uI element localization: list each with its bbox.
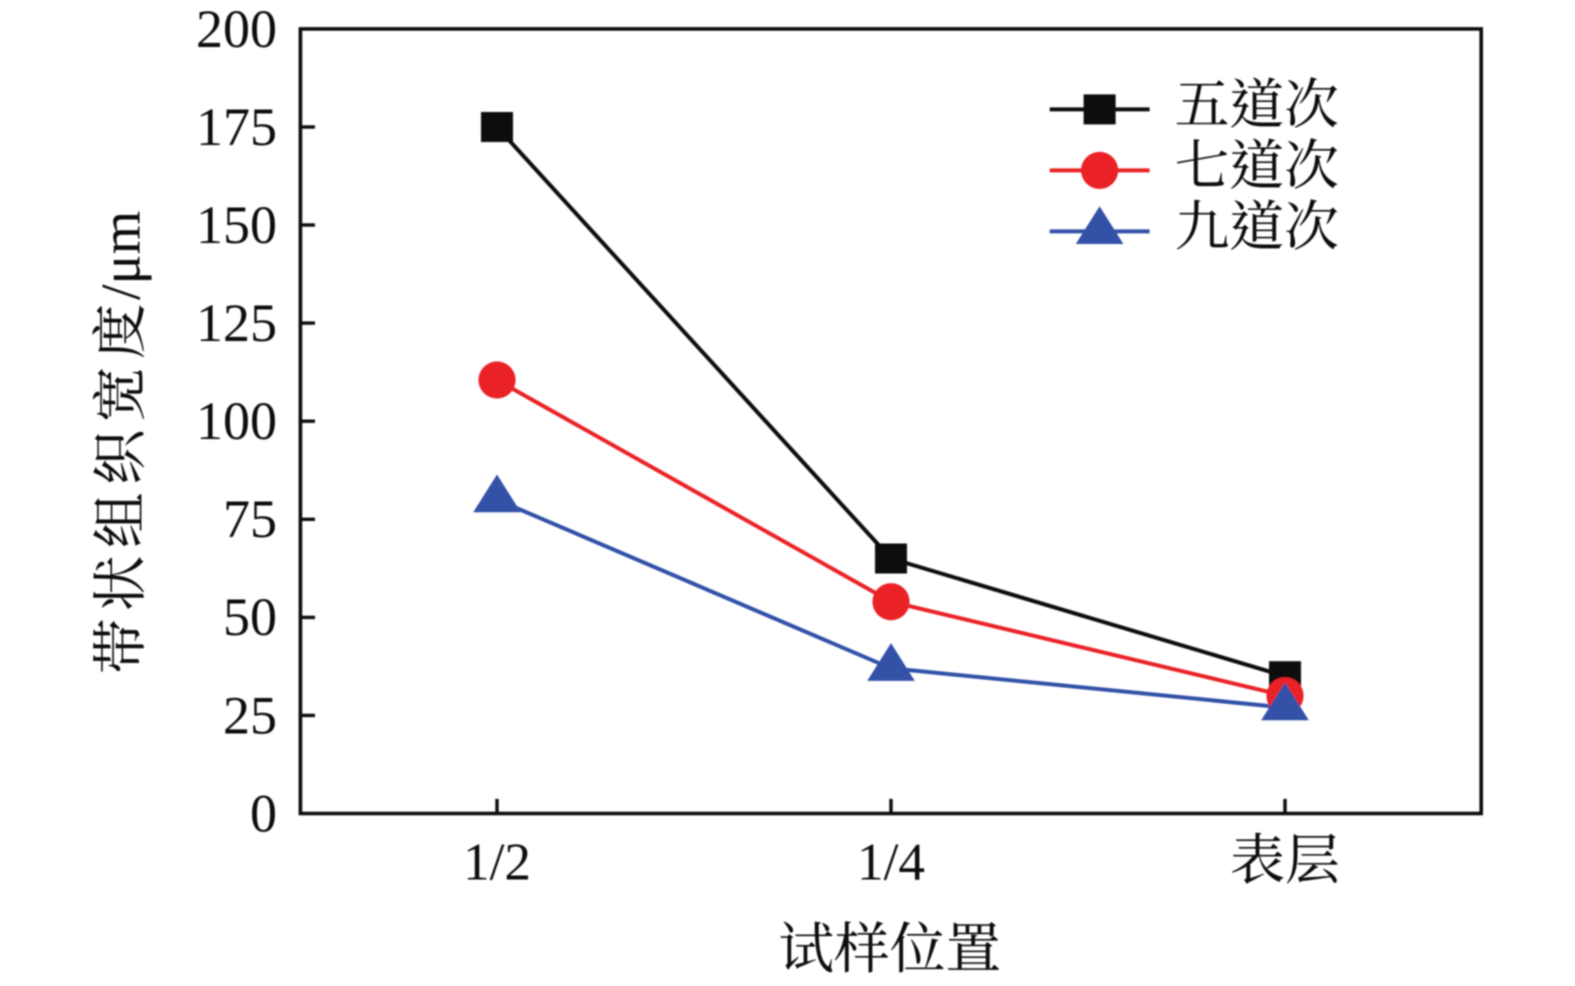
svg-text:200: 200	[196, 0, 277, 59]
svg-text:75: 75	[223, 489, 277, 549]
svg-text:50: 50	[223, 587, 277, 647]
svg-text:125: 125	[196, 293, 277, 353]
svg-text:100: 100	[196, 391, 277, 451]
svg-text:0: 0	[250, 783, 277, 843]
svg-text:150: 150	[196, 195, 277, 255]
svg-text:1/2: 1/2	[463, 833, 531, 891]
svg-text:25: 25	[223, 685, 277, 745]
svg-text:175: 175	[196, 97, 277, 157]
svg-text:1/4: 1/4	[857, 833, 925, 891]
svg-text:/μm: /μm	[91, 211, 153, 300]
